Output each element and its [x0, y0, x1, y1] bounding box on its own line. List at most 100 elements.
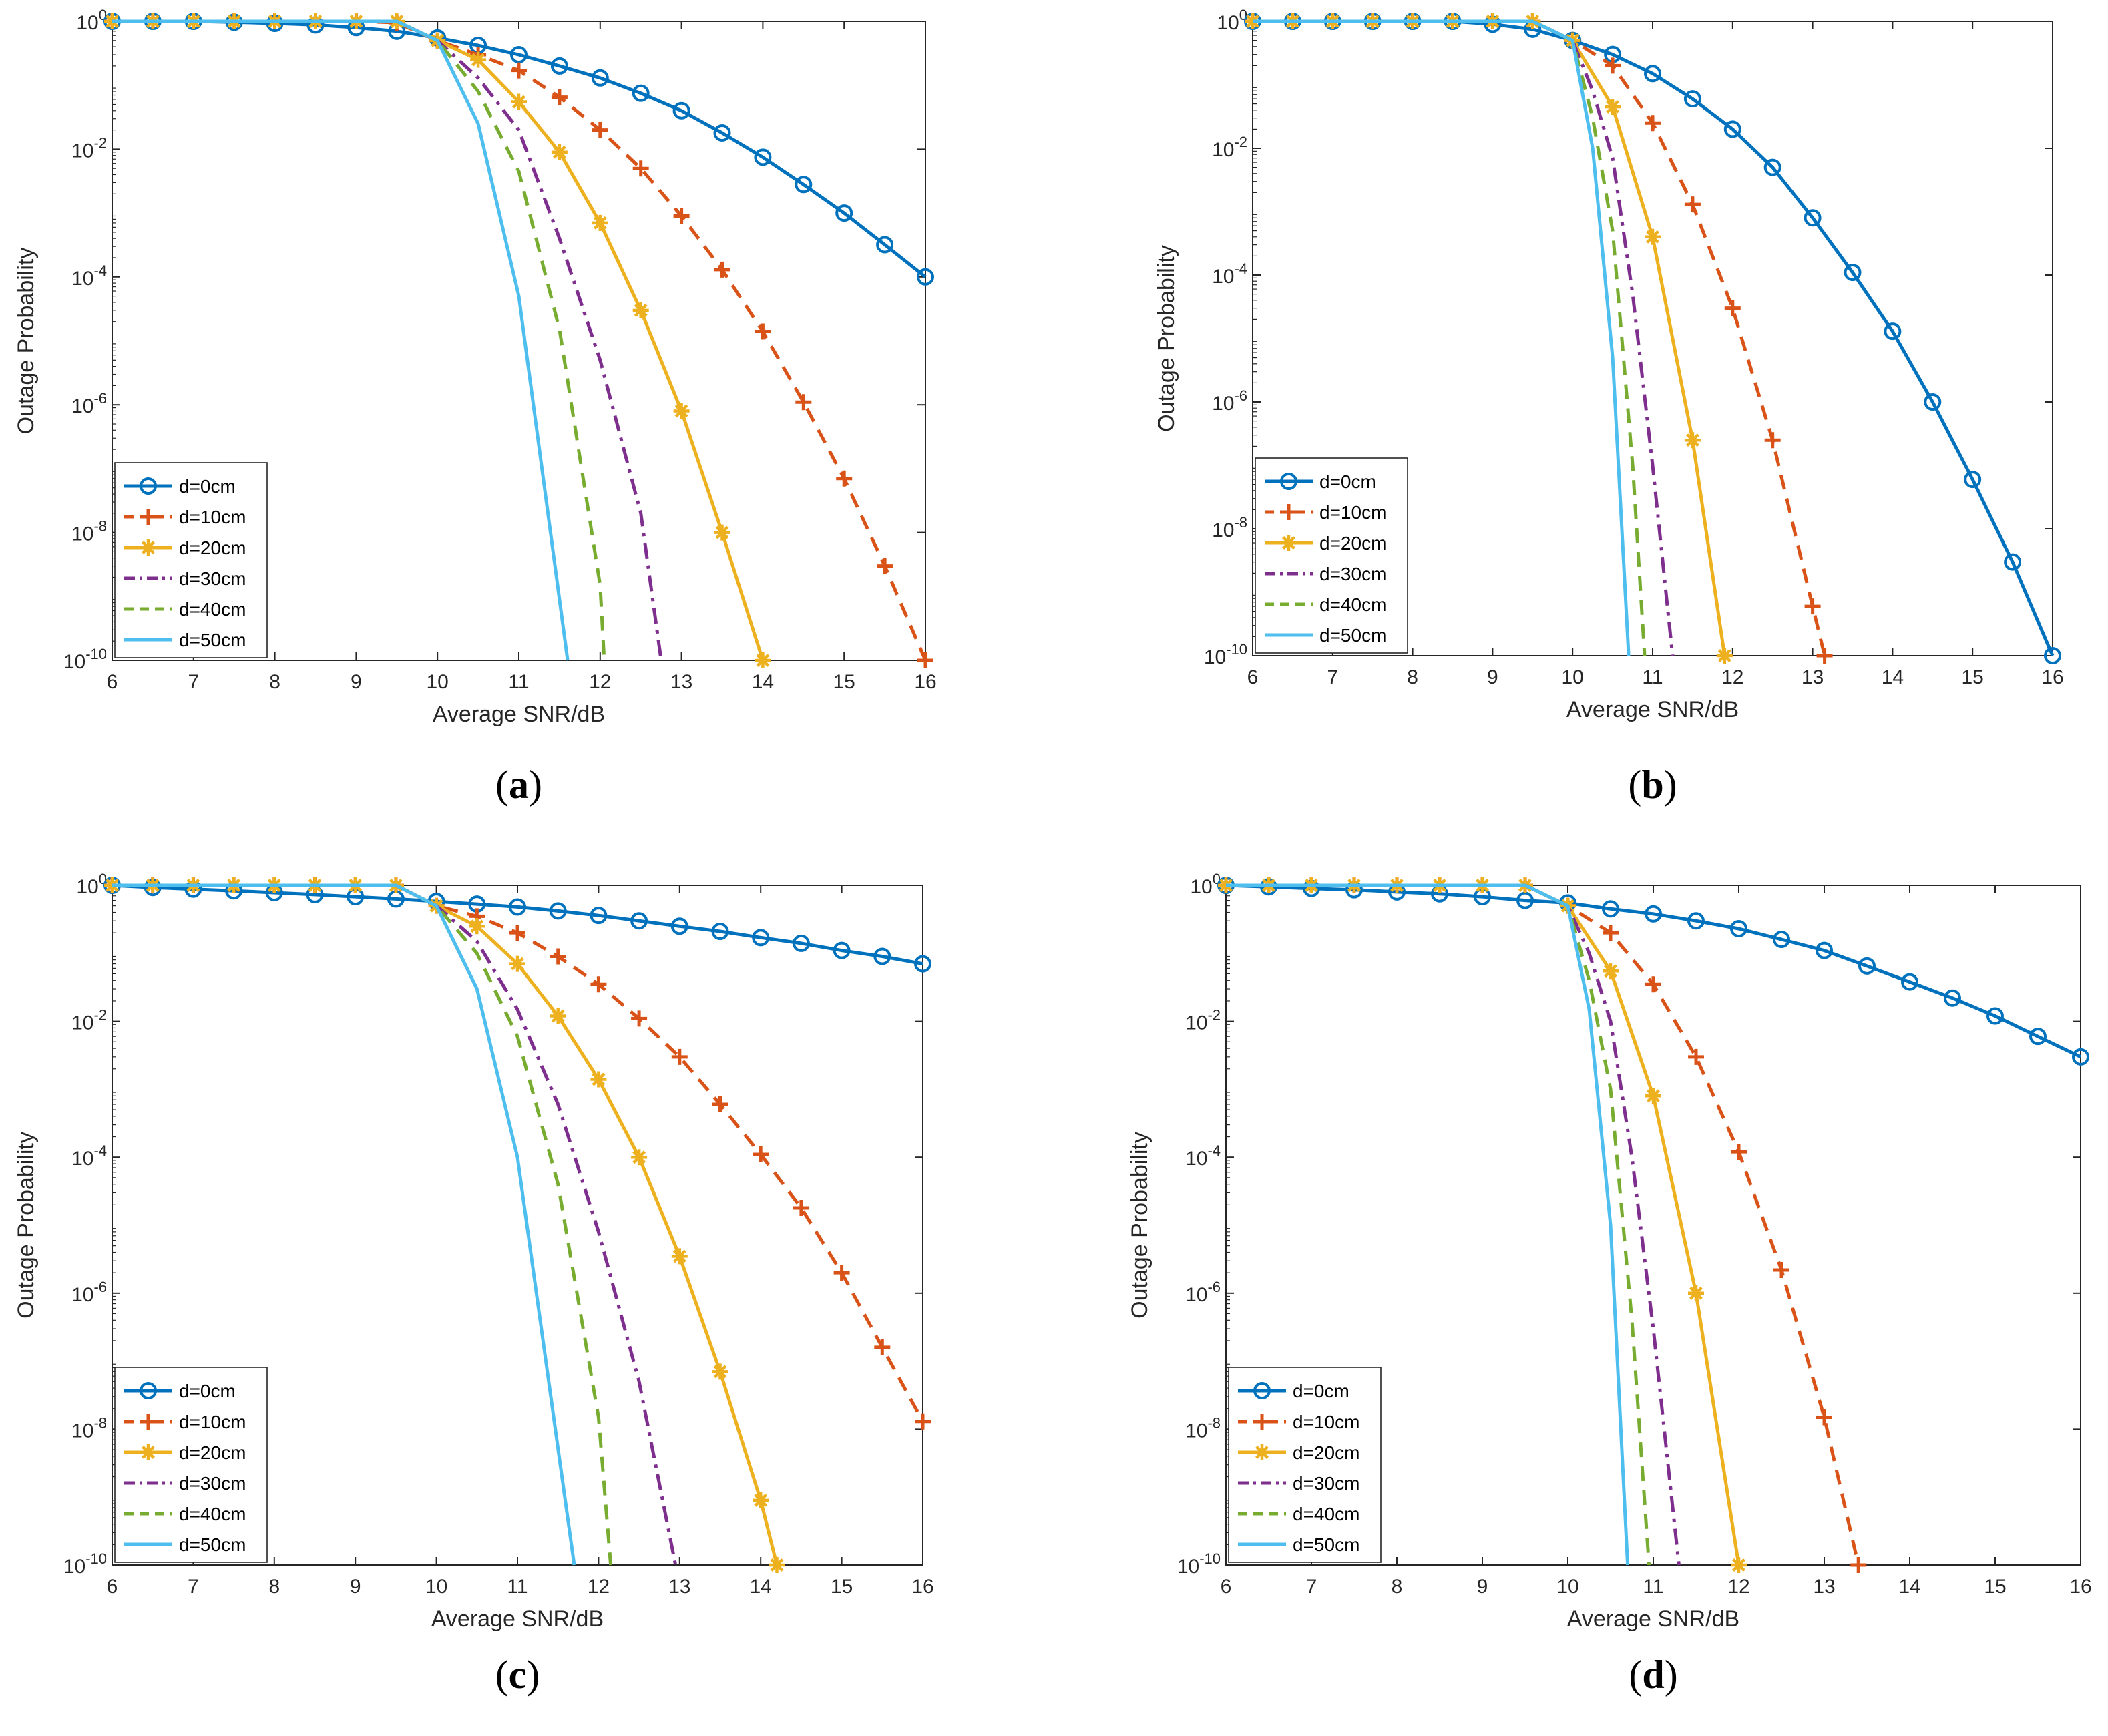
data-point-d=0cm: [1730, 919, 1747, 937]
data-point-d=0cm: [1858, 957, 1876, 975]
data-point-d=0cm: [1602, 900, 1619, 918]
data-point-d=20cm: [1645, 228, 1661, 245]
legend-label: d=0cm: [1319, 471, 1376, 492]
y-tick-label: 10-10: [1177, 1550, 1221, 1578]
x-tick-label: 14: [752, 671, 774, 693]
y-tick-label: 10-4: [71, 262, 107, 290]
data-point-d=10cm: [1645, 976, 1661, 993]
legend-label: d=20cm: [1319, 533, 1386, 554]
x-tick-label: 13: [670, 671, 692, 693]
data-point-d=20cm: [755, 652, 771, 668]
x-tick-label: 11: [507, 1576, 528, 1598]
data-point-d=20cm: [1684, 432, 1701, 449]
data-point-d=20cm: [550, 1008, 566, 1024]
data-point-d=10cm: [1764, 432, 1781, 449]
data-point-d=10cm: [1804, 598, 1821, 615]
y-tick-label: 10-10: [63, 646, 107, 673]
x-tick-label: 7: [1327, 666, 1338, 688]
x-tick-label: 12: [1727, 1576, 1749, 1598]
x-tick-label: 14: [1898, 1576, 1920, 1598]
x-tick-label: 11: [1643, 1576, 1663, 1598]
data-point-d=0cm: [2044, 647, 2061, 664]
series-line-d=50cm: [1253, 19, 1631, 656]
data-point-d=0cm: [833, 941, 851, 959]
y-tick-label: 100: [76, 871, 107, 898]
x-tick-label: 6: [107, 671, 118, 693]
x-axis-label: Average SNR/dB: [1567, 1606, 1739, 1632]
data-point-d=10cm: [592, 122, 608, 138]
data-point-d=20cm: [509, 955, 525, 972]
data-point-d=10cm: [550, 948, 566, 965]
y-tick-label: 100: [1190, 871, 1221, 898]
y-axis-label: Outage Probability: [13, 1132, 39, 1319]
data-point-d=0cm: [1844, 264, 1862, 282]
x-tick-label: 12: [588, 1576, 610, 1598]
panel-caption: (a): [495, 763, 542, 807]
series-line-d=50cm: [112, 19, 570, 661]
data-point-d=10cm: [1816, 1409, 1832, 1426]
x-tick-label: 16: [2069, 1576, 2091, 1598]
x-tick-label: 6: [107, 1576, 118, 1598]
y-axis-label: Outage Probability: [13, 248, 39, 435]
data-point-d=0cm: [1687, 912, 1705, 930]
legend-box: [114, 462, 268, 658]
data-point-d=10cm: [1605, 57, 1621, 74]
legend-label: d=30cm: [1319, 564, 1386, 584]
data-point-d=20cm: [632, 302, 649, 318]
data-point-d=10cm: [793, 1200, 809, 1217]
x-tick-label: 10: [1556, 1576, 1578, 1598]
data-point-d=0cm: [1884, 322, 1902, 341]
x-tick-label: 16: [2041, 666, 2063, 688]
x-tick-label: 14: [1882, 666, 1904, 688]
data-point-d=20cm: [1716, 648, 1733, 664]
legend-box: [114, 1367, 268, 1563]
data-point-d=0cm: [917, 268, 934, 286]
series-line-d=50cm: [1226, 883, 1630, 1566]
legend-label: d=30cm: [179, 568, 246, 589]
data-point-d=0cm: [590, 907, 608, 925]
data-point-d=0cm: [549, 902, 567, 920]
legend-marker: [140, 1444, 156, 1460]
x-tick-label: 15: [1962, 666, 1984, 688]
data-point-d=0cm: [1986, 1007, 2004, 1025]
data-point-d=20cm: [714, 524, 730, 541]
legend-label: d=40cm: [179, 1504, 246, 1524]
data-point-d=0cm: [1924, 393, 1942, 411]
data-point-d=20cm: [469, 918, 485, 935]
data-point-d=0cm: [1964, 471, 1982, 489]
data-point-d=0cm: [670, 917, 688, 935]
data-point-d=20cm: [590, 1071, 607, 1088]
y-tick-label: 100: [76, 7, 107, 34]
y-tick-label: 10-4: [1212, 260, 1247, 288]
panel-caption: (c): [495, 1653, 540, 1697]
x-tick-label: 16: [911, 1576, 933, 1598]
x-tick-label: 7: [1306, 1576, 1317, 1598]
y-tick-label: 10-4: [71, 1142, 107, 1170]
series-group: [103, 877, 931, 1573]
data-point-d=0cm: [510, 46, 528, 64]
legend-label: d=50cm: [179, 630, 246, 650]
x-tick-label: 10: [1562, 666, 1584, 688]
data-point-d=20cm: [592, 214, 608, 231]
data-point-d=20cm: [1645, 1088, 1661, 1104]
data-point-d=10cm: [632, 160, 649, 177]
data-point-d=10cm: [671, 1048, 688, 1065]
y-tick-label: 10-8: [1212, 514, 1247, 541]
legend-label: d=40cm: [1293, 1504, 1359, 1524]
x-tick-label: 8: [268, 1576, 280, 1598]
panel-b: 6 7 8 9 10 11 12 13 14 15 16 100 10-2 10-4 10-6 10-8 10-…: [1154, 7, 2064, 807]
data-point-d=20cm: [551, 144, 568, 160]
data-point-d=0cm: [795, 176, 813, 194]
data-point-d=10cm: [1850, 1557, 1867, 1573]
legend-label: d=10cm: [179, 1412, 246, 1432]
data-point-d=10cm: [877, 558, 893, 574]
data-point-d=20cm: [1688, 1285, 1704, 1301]
legend-marker: [1280, 473, 1297, 490]
legend-label: d=40cm: [1319, 594, 1386, 615]
y-tick-label: 10-10: [1204, 641, 1247, 668]
x-tick-label: 16: [914, 671, 936, 693]
y-tick-label: 10-8: [1185, 1414, 1221, 1442]
data-point-d=0cm: [713, 124, 731, 142]
legend-label: d=10cm: [1319, 502, 1386, 523]
data-point-d=0cm: [509, 898, 526, 916]
